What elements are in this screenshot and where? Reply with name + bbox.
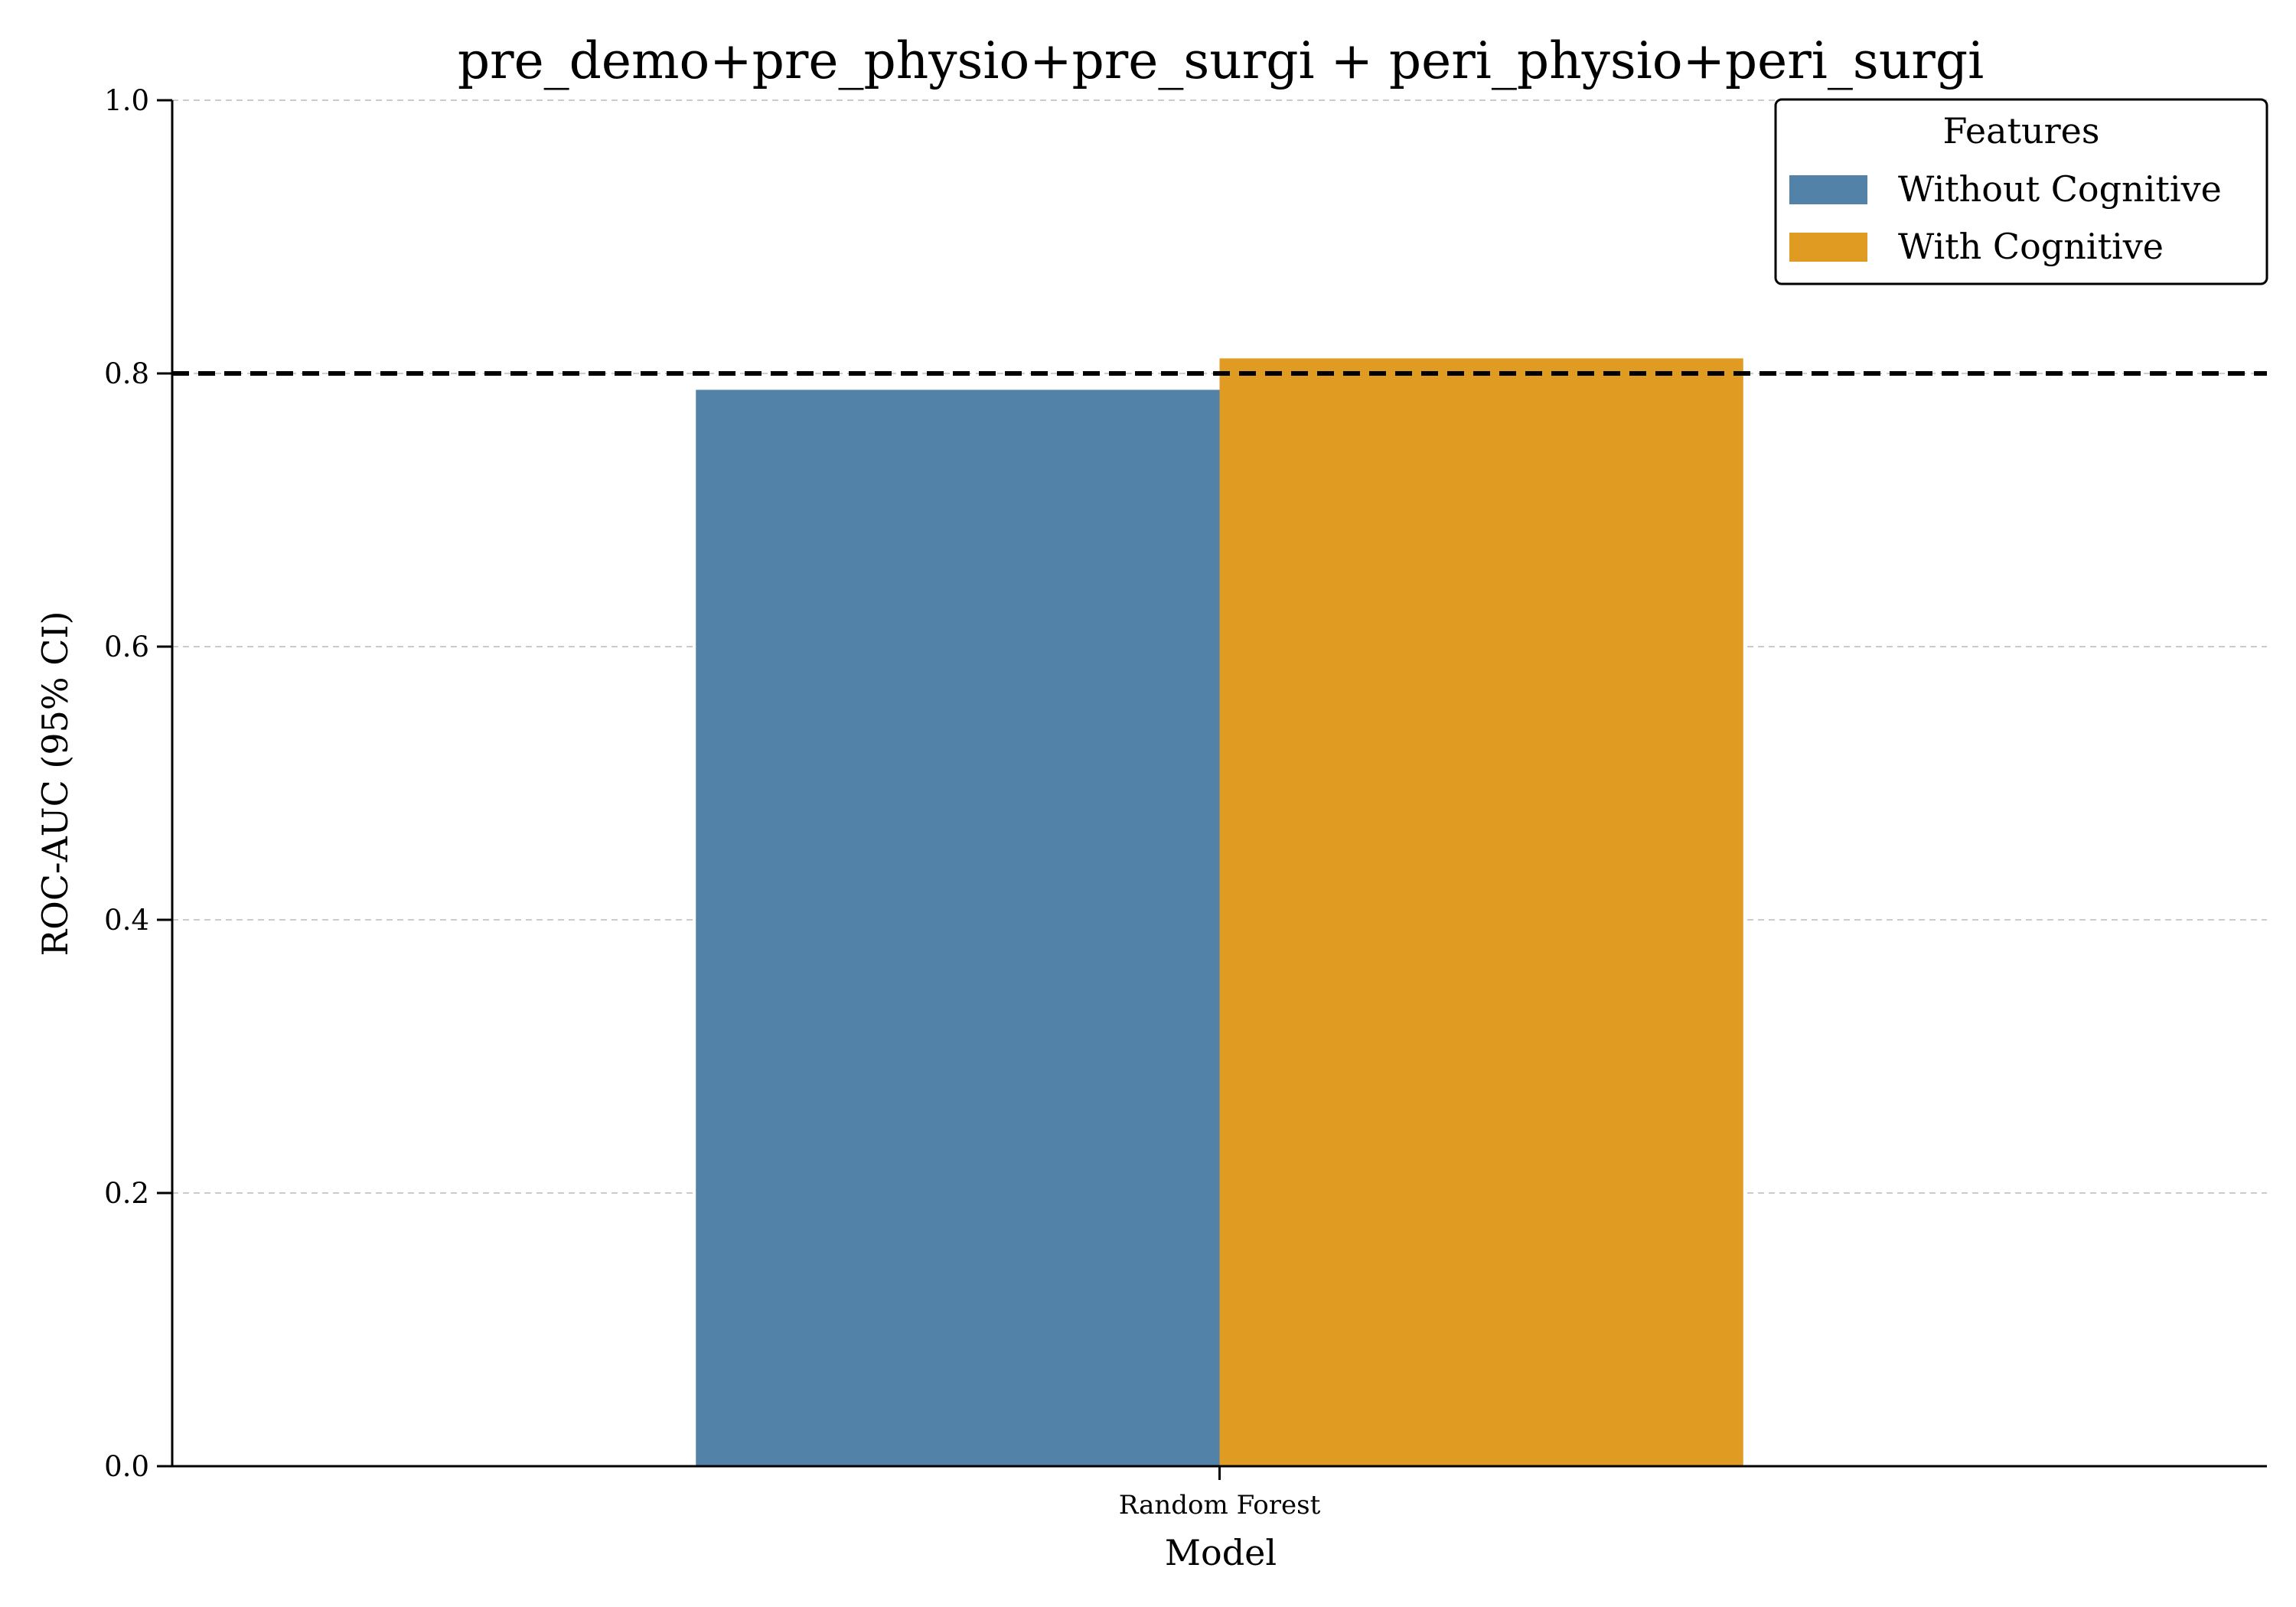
x-axis-label: Model — [1165, 1532, 1277, 1573]
y-tick-label: 0.4 — [104, 904, 149, 937]
legend-swatch-with-cognitive — [1789, 233, 1867, 262]
legend-label-without-cognitive: Without Cognitive — [1898, 168, 2222, 210]
legend: Features Without Cognitive With Cognitiv… — [1774, 98, 2268, 285]
y-tick-label: 0.8 — [104, 357, 149, 390]
legend-label-with-cognitive: With Cognitive — [1898, 226, 2164, 267]
legend-title: Features — [1943, 110, 2100, 152]
y-tick-label: 1.0 — [104, 84, 149, 117]
y-tick-label: 0.0 — [104, 1450, 149, 1483]
legend-frame — [1774, 98, 2268, 285]
axes: 0.0 0.2 0.4 0.6 0.8 1.0 Random Forest — [104, 84, 2267, 1521]
bar-with-cognitive — [1219, 358, 1743, 1466]
legend-swatch-without-cognitive — [1789, 175, 1867, 204]
y-tick-label: 0.2 — [104, 1177, 149, 1210]
x-tick-label: Random Forest — [1119, 1490, 1321, 1521]
bar-without-cognitive — [696, 390, 1220, 1466]
chart-title: pre_demo+pre_physio+pre_surgi + peri_phy… — [458, 31, 1984, 90]
y-axis-label: ROC-AUC (95% CI) — [34, 611, 76, 956]
bars — [696, 358, 1743, 1466]
y-tick-label: 0.6 — [104, 631, 149, 663]
